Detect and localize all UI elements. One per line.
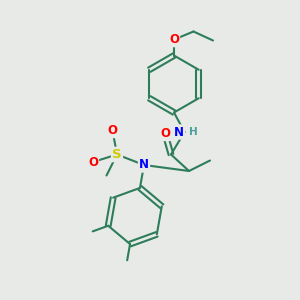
Text: H: H [188,127,197,137]
Text: O: O [169,33,179,46]
Text: O: O [88,155,98,169]
Text: N: N [139,158,149,172]
Text: S: S [112,148,122,161]
Text: N: N [174,125,184,139]
Text: O: O [107,124,118,137]
Text: O: O [160,127,170,140]
